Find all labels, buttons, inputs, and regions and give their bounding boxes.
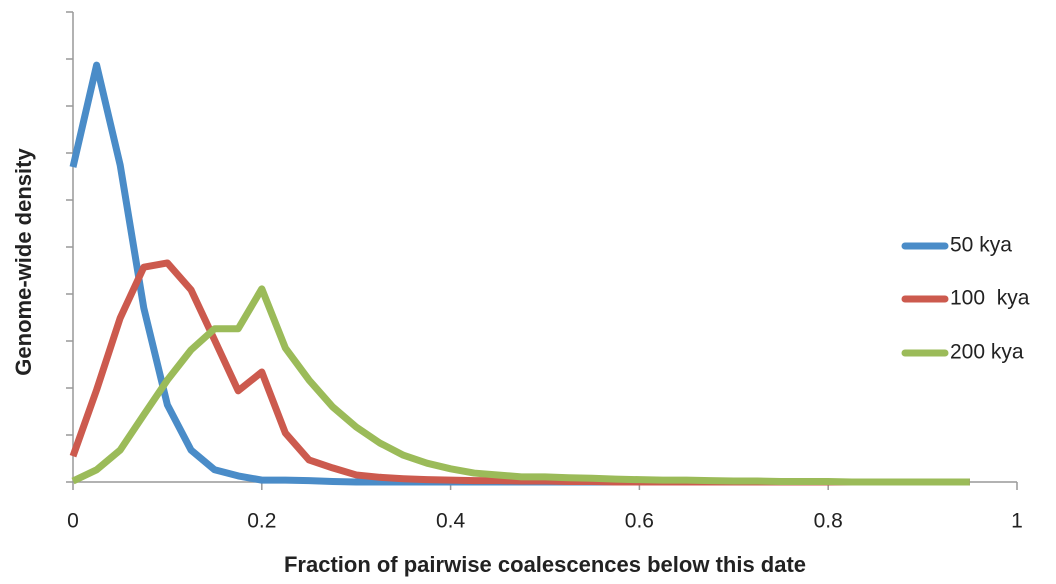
y-axis-title: Genome-wide density xyxy=(11,148,36,376)
x-tick-label: 0.8 xyxy=(814,510,843,533)
x-tick-label: 1 xyxy=(1011,510,1023,533)
x-tick-label: 0.2 xyxy=(247,510,276,533)
line-series xyxy=(69,61,970,486)
legend-label: 100 kya xyxy=(950,287,1030,310)
x-tick-label: 0 xyxy=(67,510,79,533)
x-tick-label: 0.6 xyxy=(625,510,654,533)
x-axis-title: Fraction of pairwise coalescences below … xyxy=(284,552,806,577)
x-tick-label: 0.4 xyxy=(436,510,466,533)
line-series xyxy=(69,259,970,486)
legend-label: 200 kya xyxy=(950,341,1024,364)
line-series xyxy=(71,285,970,486)
legend-label: 50 kya xyxy=(950,234,1012,257)
